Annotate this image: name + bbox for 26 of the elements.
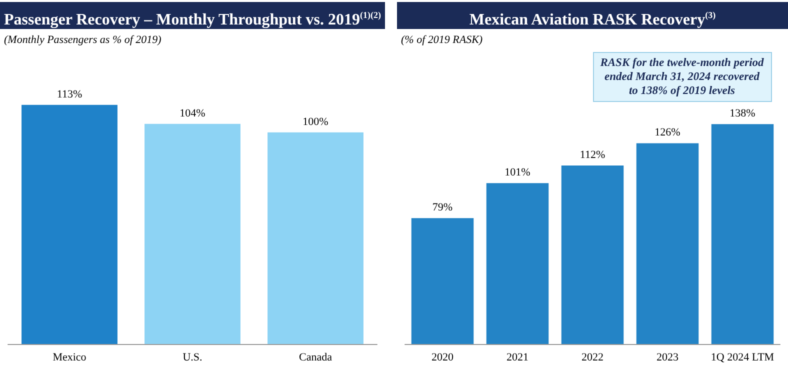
data-label: 138% [730, 108, 756, 120]
data-label: 104% [180, 107, 206, 120]
bar [486, 183, 549, 344]
data-label: 126% [654, 126, 680, 139]
bar [411, 218, 474, 344]
data-label: 112% [580, 149, 606, 162]
data-label: 113% [56, 88, 82, 100]
x-tick-label: U.S. [182, 352, 203, 364]
x-tick-label: 2023 [656, 352, 679, 364]
x-tick-label: Canada [299, 352, 332, 364]
bar [636, 143, 699, 344]
bar [561, 166, 624, 344]
annotation: RASK for the twelve-month period ended March 31, 2024 recovered to 138% of 2019 levels [592, 52, 772, 102]
data-label: 79% [432, 202, 453, 214]
x-tick-label: 1Q 2024 LTM [710, 352, 774, 364]
chart-subtitle: (% of 2019 RASK) [401, 34, 483, 46]
data-label: 100% [302, 116, 328, 128]
chart-title: Mexican Aviation RASK Recovery$^{(3)}$ [397, 2, 788, 29]
chart-title: Passenger Recovery – Monthly Throughput vs. 2019$^{(1)(2)}$ [0, 2, 385, 29]
bar [711, 124, 774, 344]
x-tick-label: Mexico [52, 352, 87, 364]
chart-subtitle: (Monthly Passengers as % of 2019) [4, 34, 162, 46]
x-tick-label: 2022 [582, 352, 604, 364]
x-tick-label: 2020 [432, 352, 454, 364]
data-label: 101% [504, 166, 530, 179]
x-tick-label: 2021 [506, 352, 528, 364]
